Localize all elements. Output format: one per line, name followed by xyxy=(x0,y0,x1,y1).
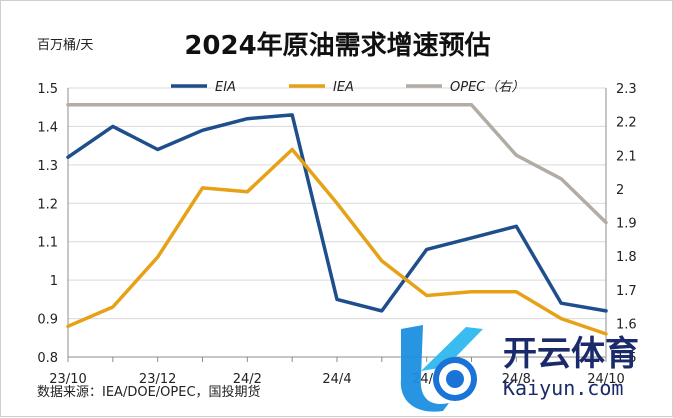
left-axis-unit-label: 百万桶/天 xyxy=(37,38,94,53)
watermark-domain-text: Kaiyun.com xyxy=(503,376,623,400)
legend-label-iea: IEA xyxy=(333,80,354,95)
chart-title: 2024年原油需求增速预估 xyxy=(184,31,491,61)
left-axis-tick-label: 0.8 xyxy=(37,351,58,366)
legend: EIA IEA OPEC（右） xyxy=(171,79,524,95)
right-axis-tick-label: 2.2 xyxy=(616,116,637,131)
x-axis-tick-label: 24/4 xyxy=(322,372,351,387)
watermark-brand-text: 开云体育 xyxy=(503,334,639,374)
right-axis-tick-label: 1.5 xyxy=(616,351,637,366)
gridlines xyxy=(68,87,606,358)
x-axis-tick-label: 24/8 xyxy=(502,372,531,387)
axes: 0.8 0.9 1 1.1 1.2 1.3 1.4 1.5 1.5 1.6 1.7 1.8 1.9 2 2.… xyxy=(37,82,636,387)
left-axis-tick-label: 1 xyxy=(50,274,58,289)
watermark-emblem-icon xyxy=(400,325,483,412)
source-note: 数据来源：IEA/DOE/OPEC，国投期货 xyxy=(37,385,261,400)
legend-label-opec: OPEC（右） xyxy=(450,79,524,95)
right-axis-tick-label: 2 xyxy=(616,183,624,198)
legend-label-eia: EIA xyxy=(215,80,236,95)
left-axis-tick-label: 1.4 xyxy=(37,120,58,135)
left-axis-tick-label: 0.9 xyxy=(37,313,58,328)
left-axis-tick-label: 1.1 xyxy=(37,236,58,251)
series-line-eia xyxy=(66,113,608,313)
right-axis-tick-label: 1.8 xyxy=(616,250,637,265)
left-axis-tick-label: 1.2 xyxy=(37,197,58,212)
x-axis-tick-label: 24/2 xyxy=(233,372,262,387)
series-lines xyxy=(66,103,608,336)
left-axis-tick-label: 1.5 xyxy=(37,82,58,97)
right-axis-tick-label: 2.3 xyxy=(616,82,637,97)
right-axis-tick-label: 1.7 xyxy=(616,284,637,299)
series-line-opec xyxy=(66,103,608,225)
series-line-iea xyxy=(66,147,608,336)
x-axis-tick-label: 24/10 xyxy=(587,372,624,387)
watermark-logo: 开云体育 Kaiyun.com xyxy=(400,325,639,412)
right-axis-tick-label: 1.6 xyxy=(616,317,637,332)
right-axis-tick-label: 2.1 xyxy=(616,149,637,164)
x-axis-tick-label: 23/12 xyxy=(139,372,176,387)
left-axis-tick-label: 1.3 xyxy=(37,159,58,174)
x-axis-tick-label: 23/10 xyxy=(49,372,86,387)
right-axis-tick-label: 1.9 xyxy=(616,217,637,232)
